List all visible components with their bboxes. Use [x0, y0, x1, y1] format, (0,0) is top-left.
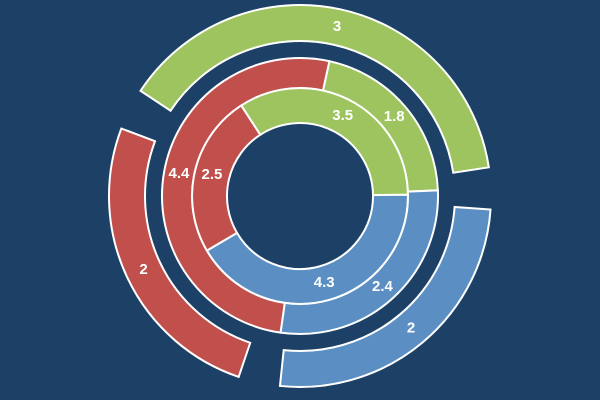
svg-text:4.4: 4.4 [169, 165, 191, 182]
svg-text:1.8: 1.8 [384, 108, 405, 125]
svg-text:2: 2 [139, 261, 147, 278]
svg-text:2.5: 2.5 [202, 166, 223, 183]
svg-text:3.5: 3.5 [332, 107, 353, 124]
svg-text:3: 3 [333, 18, 341, 35]
svg-text:2: 2 [407, 320, 415, 337]
svg-text:2.4: 2.4 [372, 278, 394, 295]
svg-text:4.3: 4.3 [314, 274, 335, 291]
